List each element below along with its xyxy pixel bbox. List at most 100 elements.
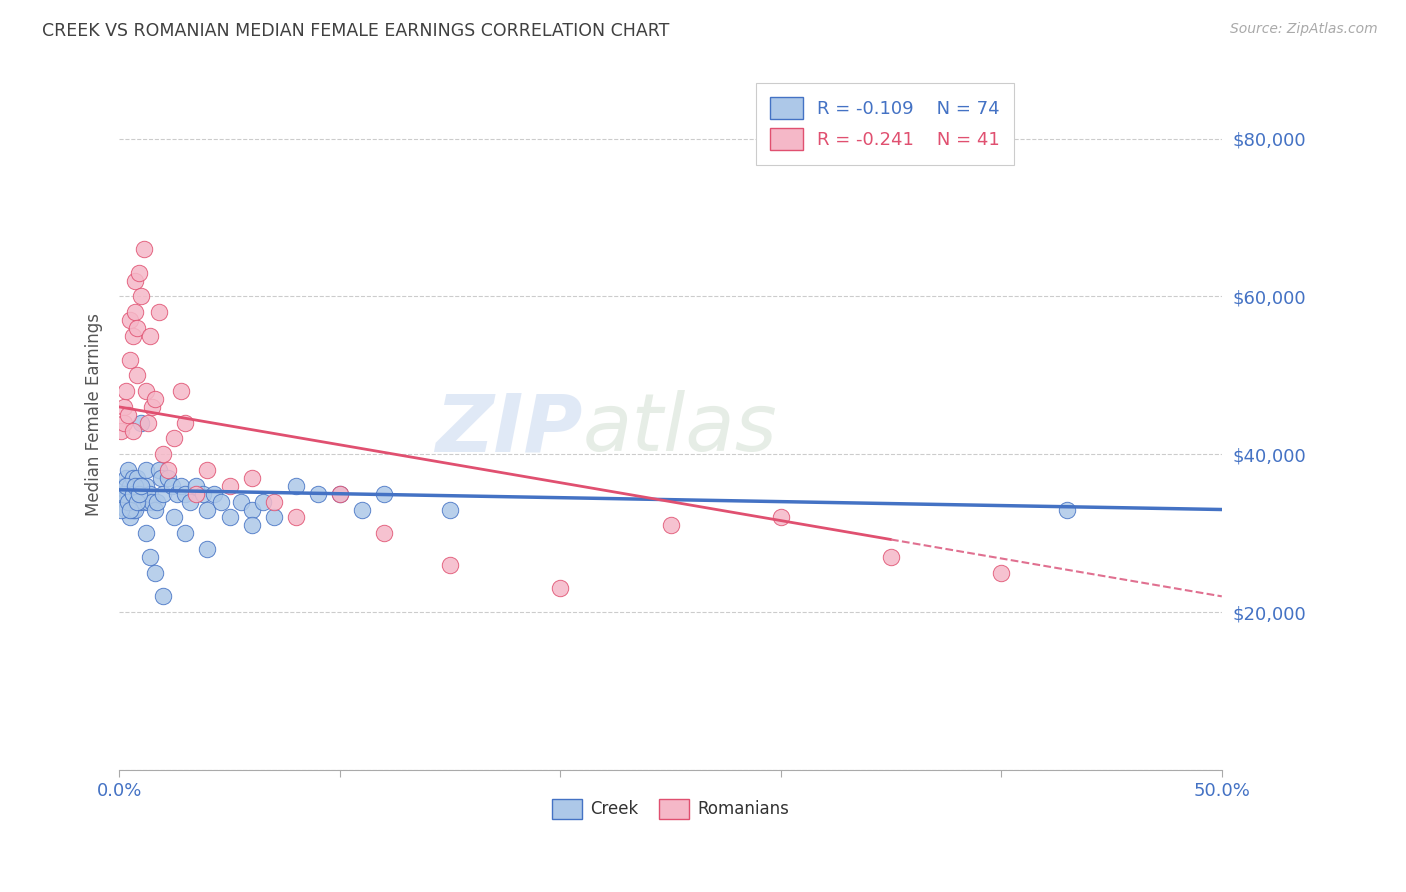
Point [125,471,148,485]
Point [139,487,162,501]
Point [110,424,132,438]
Point [125,494,148,508]
Point [125,487,148,501]
Point [112,487,135,501]
Point [202,487,225,501]
Point [120,494,142,508]
Point [112,400,135,414]
Point [128,266,150,280]
Point [186,487,208,501]
Point [143,502,166,516]
Point [131,289,153,303]
Point [152,487,174,501]
Text: CREEK VS ROMANIAN MEDIAN FEMALE EARNINGS CORRELATION CHART: CREEK VS ROMANIAN MEDIAN FEMALE EARNINGS… [42,22,669,40]
Point [240,502,263,516]
Point [263,510,285,524]
Point [135,463,157,477]
Text: atlas: atlas [582,390,778,468]
Point [135,526,157,541]
Point [117,487,139,501]
Point [115,471,138,485]
Point [115,502,138,516]
Text: ZIP: ZIP [434,390,582,468]
Point [121,487,143,501]
Point [145,494,167,508]
Point [166,487,188,501]
Point [284,510,307,524]
Point [329,487,352,501]
Point [124,479,146,493]
Point [120,502,142,516]
Point [124,305,146,319]
Point [148,463,170,477]
Point [128,487,150,501]
Point [170,384,193,398]
Point [131,479,153,493]
Point [263,494,285,508]
Point [112,416,135,430]
Point [186,479,208,493]
Point [141,400,163,414]
Point [209,494,232,508]
Point [373,526,395,541]
Point [124,479,146,493]
Point [156,463,179,477]
Point [141,494,163,508]
Point [121,502,143,516]
Point [148,305,170,319]
Point [240,471,263,485]
Point [112,479,135,493]
Point [329,487,352,501]
Point [120,313,142,327]
Point [121,329,143,343]
Point [218,479,240,493]
Point [117,463,139,477]
Point [218,510,240,524]
Text: Source: ZipAtlas.com: Source: ZipAtlas.com [1230,22,1378,37]
Point [135,384,157,398]
Point [124,502,146,516]
Point [120,479,142,493]
Point [174,526,197,541]
Point [115,384,138,398]
Point [152,590,174,604]
Point [548,582,571,596]
Point [659,518,682,533]
Point [117,494,139,508]
Point [163,432,186,446]
Point [132,242,155,256]
Point [284,479,307,493]
Point [152,447,174,461]
Point [240,518,263,533]
Point [307,487,329,501]
Point [136,416,159,430]
Point [125,368,148,383]
Point [350,502,373,516]
Point [252,494,274,508]
Point [112,494,135,508]
Point [170,479,193,493]
Point [110,487,132,501]
Point [125,321,148,335]
Point [373,487,395,501]
Point [131,416,153,430]
Point [197,463,219,477]
Point [110,502,132,516]
Point [439,502,461,516]
Point [120,510,142,524]
Point [121,424,143,438]
Point [197,541,219,556]
Point [121,487,143,501]
Point [163,510,186,524]
Legend: Creek, Romanians: Creek, Romanians [546,792,796,826]
Point [132,494,155,508]
Point [135,479,157,493]
Point [160,479,183,493]
Point [174,487,197,501]
Point [769,510,792,524]
Point [128,479,150,493]
Point [174,416,197,430]
Point [229,494,252,508]
Point [880,549,903,564]
Point [117,408,139,422]
